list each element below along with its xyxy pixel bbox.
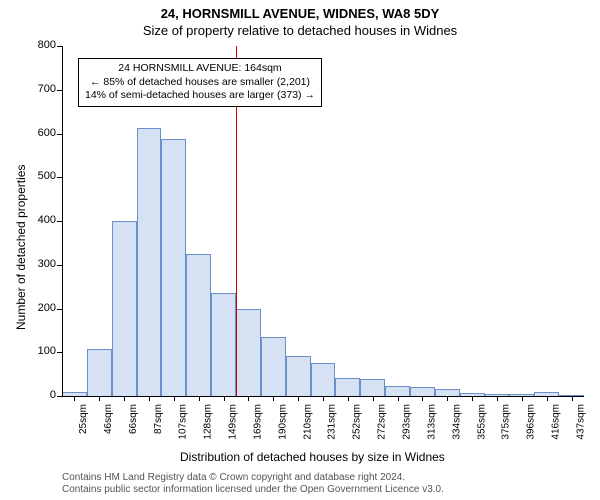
histogram-bar <box>385 386 410 396</box>
x-tick-label: 437sqm <box>576 404 587 440</box>
x-tick-label: 293sqm <box>402 404 413 440</box>
x-tick-label: 190sqm <box>277 404 288 440</box>
x-tick-label: 355sqm <box>476 404 487 440</box>
x-tick-label: 66sqm <box>128 404 139 434</box>
y-tick-label: 800 <box>26 39 56 51</box>
histogram-bar <box>335 378 360 396</box>
y-tick-label: 100 <box>26 345 56 357</box>
x-axis-line <box>62 396 584 397</box>
y-tick-label: 0 <box>26 389 56 401</box>
histogram-bar <box>161 139 186 396</box>
y-axis-line <box>62 46 63 396</box>
histogram-bar <box>87 349 112 396</box>
x-tick-label: 252sqm <box>352 404 363 440</box>
y-axis-label: Number of detached properties <box>14 165 28 330</box>
annotation-box: 24 HORNSMILL AVENUE: 164sqm← 85% of deta… <box>78 58 322 107</box>
x-tick-label: 334sqm <box>451 404 462 440</box>
x-tick-label: 313sqm <box>426 404 437 440</box>
histogram-bar <box>360 379 385 396</box>
x-tick-label: 87sqm <box>153 404 164 434</box>
footer-line-1: Contains HM Land Registry data © Crown c… <box>62 472 405 483</box>
histogram-bar <box>286 356 311 396</box>
x-tick-label: 375sqm <box>501 404 512 440</box>
chart-subtitle: Size of property relative to detached ho… <box>0 23 600 38</box>
histogram-bar <box>311 363 336 396</box>
histogram-bar <box>410 387 435 396</box>
x-tick-label: 107sqm <box>178 404 189 440</box>
y-tick-label: 600 <box>26 127 56 139</box>
chart-container: 24, HORNSMILL AVENUE, WIDNES, WA8 5DY Si… <box>0 0 600 500</box>
x-tick-label: 210sqm <box>302 404 313 440</box>
histogram-bar <box>137 128 162 396</box>
chart-title: 24, HORNSMILL AVENUE, WIDNES, WA8 5DY <box>0 0 600 21</box>
x-tick-label: 25sqm <box>78 404 89 434</box>
histogram-bar <box>261 337 286 396</box>
footer-line-2: Contains public sector information licen… <box>62 484 444 495</box>
annotation-line: 14% of semi-detached houses are larger (… <box>85 89 315 103</box>
x-tick-label: 272sqm <box>377 404 388 440</box>
x-axis-label: Distribution of detached houses by size … <box>180 450 445 464</box>
x-tick-label: 128sqm <box>203 404 214 440</box>
y-tick-label: 300 <box>26 258 56 270</box>
x-tick-label: 416sqm <box>551 404 562 440</box>
x-tick-label: 149sqm <box>228 404 239 440</box>
annotation-line: 24 HORNSMILL AVENUE: 164sqm <box>85 62 315 76</box>
y-tick-label: 500 <box>26 170 56 182</box>
x-tick-label: 46sqm <box>103 404 114 434</box>
y-tick-label: 200 <box>26 302 56 314</box>
y-tick-label: 700 <box>26 83 56 95</box>
histogram-bar <box>236 309 261 397</box>
histogram-bar <box>112 221 137 396</box>
x-tick-label: 169sqm <box>252 404 263 440</box>
histogram-bar <box>211 293 236 396</box>
y-tick-label: 400 <box>26 214 56 226</box>
x-tick-label: 231sqm <box>327 404 338 440</box>
x-tick-label: 396sqm <box>526 404 537 440</box>
annotation-line: ← 85% of detached houses are smaller (2,… <box>85 76 315 90</box>
histogram-bar <box>186 254 211 396</box>
